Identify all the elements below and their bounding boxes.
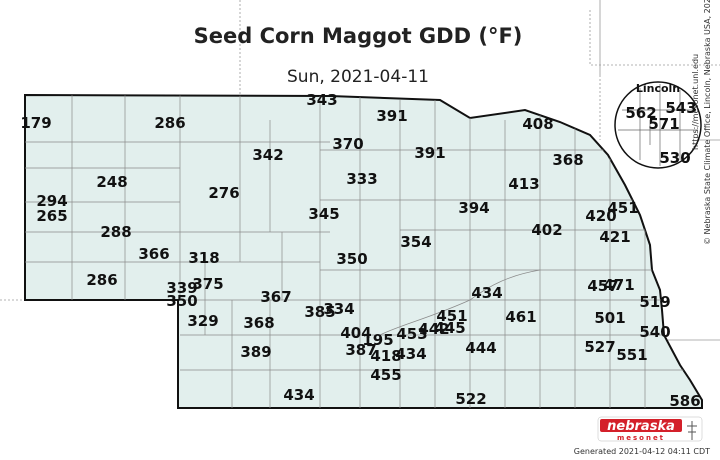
county-lines: [25, 95, 700, 408]
lincoln-inset: [614, 81, 702, 169]
state-nebraska: [24, 93, 703, 409]
